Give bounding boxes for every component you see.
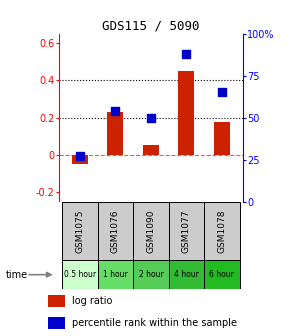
Bar (98, 260, 133, 289)
Text: 2 hour: 2 hour (139, 270, 163, 279)
Title: GDS115 / 5090: GDS115 / 5090 (102, 19, 200, 33)
Bar (169, 260, 204, 289)
Text: 1 hour: 1 hour (103, 270, 128, 279)
Bar (143, 145, 159, 155)
Text: GSM1077: GSM1077 (182, 209, 191, 253)
Bar (133, 260, 169, 289)
Bar (169, 202, 204, 260)
Bar (178, 71, 194, 155)
Point (78, 154, 82, 159)
Bar (204, 202, 240, 260)
Bar (98, 202, 133, 260)
Bar (48, 317, 65, 329)
Text: time: time (6, 270, 28, 280)
Bar (62, 260, 98, 289)
Text: log ratio: log ratio (72, 296, 112, 306)
Bar (133, 202, 169, 260)
Point (184, 51, 189, 56)
Point (149, 115, 153, 120)
Text: GSM1090: GSM1090 (146, 209, 155, 253)
Bar (62, 202, 98, 260)
Bar (204, 260, 240, 289)
Text: GSM1076: GSM1076 (111, 209, 120, 253)
Bar (48, 295, 65, 307)
Text: percentile rank within the sample: percentile rank within the sample (72, 318, 237, 328)
Point (113, 108, 118, 114)
Text: 4 hour: 4 hour (174, 270, 199, 279)
Text: 6 hour: 6 hour (209, 270, 234, 279)
Point (219, 90, 224, 95)
Bar (72, 155, 88, 164)
Text: 0.5 hour: 0.5 hour (64, 270, 96, 279)
Text: GSM1075: GSM1075 (75, 209, 84, 253)
Text: GSM1078: GSM1078 (217, 209, 226, 253)
Bar (214, 122, 230, 155)
Bar (108, 112, 123, 155)
